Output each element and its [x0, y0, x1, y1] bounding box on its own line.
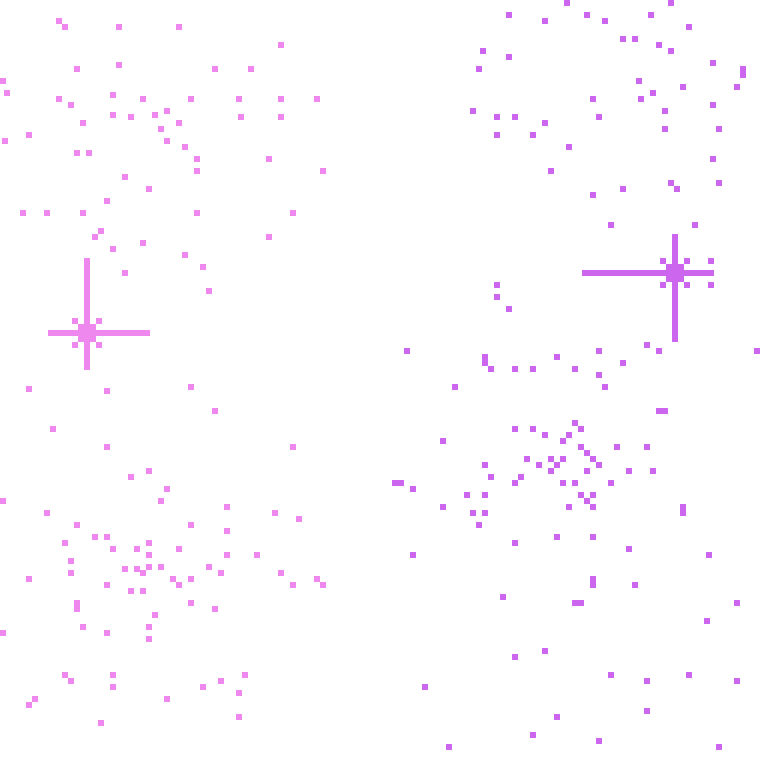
scattered-pixel-dots [0, 0, 760, 750]
sparkle-icon [582, 234, 714, 342]
pixel-canvas [0, 0, 760, 750]
sparkle-icon [48, 258, 150, 370]
